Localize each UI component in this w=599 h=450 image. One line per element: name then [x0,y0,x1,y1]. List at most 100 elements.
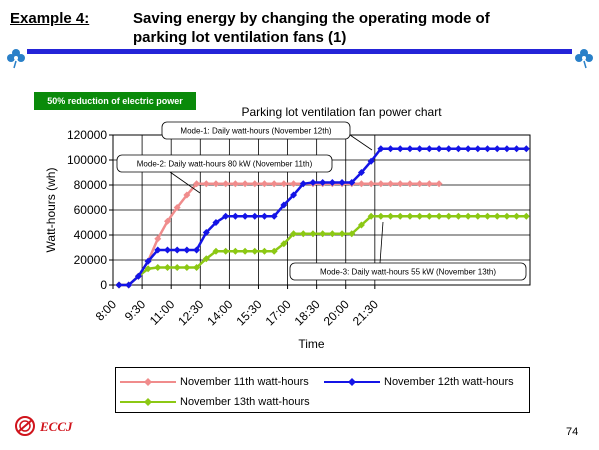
data-point [260,247,268,255]
data-point [260,212,268,220]
data-point [484,212,492,220]
data-point [231,212,239,220]
data-point [270,180,278,188]
data-point [348,179,356,186]
data-point [377,145,385,153]
legend-label-nov12: November 12th watt-hours [384,376,514,388]
chart-title: Parking lot ventilation fan power chart [241,105,442,119]
legend-label-nov13: November 13th watt-hours [180,396,310,408]
x-tick-label: 8:00 [93,297,120,324]
data-point [173,246,181,254]
data-point [222,212,230,220]
data-point [309,230,317,238]
data-point [270,247,278,255]
x-tick-label: 12:30 [175,297,206,328]
data-point [522,212,530,220]
clover-icon [575,49,593,69]
data-point [202,229,210,236]
data-point [163,264,171,271]
x-tick-label: 21:30 [350,297,381,328]
x-axis-label: Time [298,337,325,351]
x-tick-label: 15:30 [233,297,264,328]
mode1-annotation-box [161,121,351,140]
data-point [513,145,521,153]
data-point [251,212,259,220]
title-line-1: Saving energy by changing the operating … [133,10,490,27]
data-point [319,179,327,186]
data-point [416,212,424,220]
data-point [154,246,162,254]
data-point [367,157,375,165]
data-point [503,145,511,153]
data-point [212,180,220,188]
data-point [454,212,462,220]
data-point [464,212,472,220]
data-point [280,201,288,209]
page-number: 74 [566,426,579,438]
series-line-0 [119,182,440,287]
data-point [425,145,433,153]
data-point [309,179,317,186]
data-point [290,180,298,188]
data-point [212,247,220,255]
data-point [474,145,482,153]
mode2-annotation-text: Mode-2: Daily watt-hours 80 kW (November… [137,160,313,169]
data-point [503,212,511,220]
data-point [377,212,385,220]
data-point [493,145,501,153]
data-point [425,212,433,220]
data-point [435,212,443,220]
x-tick-label: 11:00 [147,297,178,328]
data-point [454,145,462,153]
data-point [387,145,395,153]
data-point [290,191,298,199]
y-tick-label: 20000 [74,253,108,267]
data-point [183,191,191,199]
data-point [280,240,288,248]
data-point [416,180,424,188]
data-point [173,204,181,211]
data-point [270,212,278,220]
data-point [163,217,171,225]
y-tick-label: 100000 [67,153,107,167]
mode3-annotation-pointer [379,221,384,264]
data-point [435,180,443,188]
data-point [474,212,482,220]
y-tick-label: 0 [100,278,107,292]
eccj-logo: ECCJ [15,416,73,436]
data-point [134,272,142,280]
legend-label-nov11: November 11th watt-hours [180,376,309,388]
data-point [387,180,395,188]
data-point [522,145,530,153]
data-point [425,180,433,188]
x-tick-label: 18:30 [292,297,323,328]
data-point [387,212,395,220]
logo-text: ECCJ [39,419,73,434]
chart-legend: November 11th watt-hours November 12th w… [115,367,530,413]
data-point [328,179,336,186]
data-point [396,212,404,220]
data-point [493,212,501,220]
clover-icon [7,49,25,69]
data-point [280,180,288,188]
title-line-2: parking lot ventilation fans (1) [133,29,347,46]
data-point [260,180,268,188]
data-point [241,212,249,220]
data-point [348,230,356,238]
mode3-annotation-text: Mode-3: Daily watt-hours 55 kW (November… [320,268,496,277]
data-point [163,246,171,254]
data-point [173,264,181,271]
data-point [202,180,210,188]
y-tick-label: 120000 [67,128,107,142]
legend-marker-nov13 [120,398,176,406]
data-point [367,180,375,188]
legend-marker-nov12 [324,378,380,386]
y-axis-label: Watt-hours (wh) [44,168,58,253]
data-point [396,180,404,188]
data-point [193,264,201,271]
data-point [125,281,133,289]
y-tick-label: 80000 [74,178,108,192]
data-point [241,247,249,255]
data-point [183,264,191,271]
